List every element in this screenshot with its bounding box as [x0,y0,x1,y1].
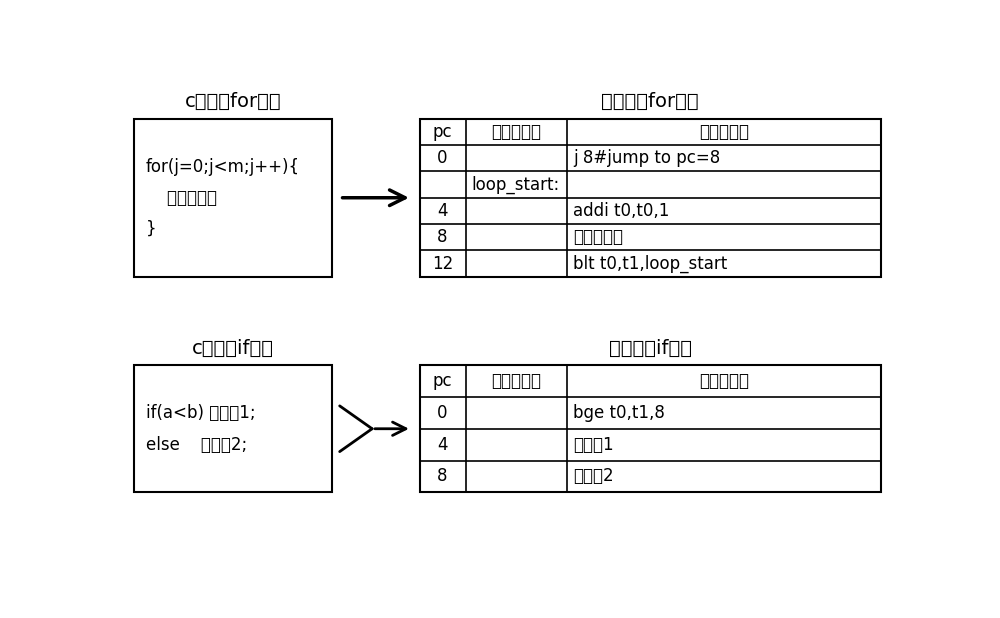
Text: 代码段1: 代码段1 [573,436,614,454]
Text: if(a<b) 代码段1;: if(a<b) 代码段1; [146,404,256,421]
Text: j 8#jump to pc=8: j 8#jump to pc=8 [573,150,721,167]
Text: 反汇编：for循环: 反汇编：for循环 [601,92,699,111]
Text: c代码：for循环: c代码：for循环 [185,92,281,111]
Text: 反汇编标签: 反汇编标签 [491,372,541,390]
Bar [134,119,332,277]
Bar [420,119,881,277]
Text: 反汇编：if结构: 反汇编：if结构 [609,339,692,358]
Text: 4: 4 [437,436,448,454]
Text: blt t0,t1,loop_start: blt t0,t1,loop_start [573,255,728,273]
Text: addi t0,t0,1: addi t0,t0,1 [573,202,670,220]
Text: 8: 8 [437,467,448,485]
Bar [134,365,332,493]
Text: }: } [146,219,157,237]
Text: bge t0,t1,8: bge t0,t1,8 [573,404,665,422]
Text: 0: 0 [437,404,448,422]
Text: loop_start:: loop_start: [472,176,560,193]
Text: for(j=0;j<m;j++){: for(j=0;j<m;j++){ [146,158,300,176]
Bar [420,365,881,493]
Text: pc: pc [433,372,452,390]
Text: 循环体代码: 循环体代码 [573,228,623,246]
Text: 4: 4 [437,202,448,220]
Text: 12: 12 [432,255,453,273]
Text: pc: pc [433,123,452,141]
Text: 8: 8 [437,228,448,246]
Text: 循环体代码: 循环体代码 [146,188,217,207]
Text: 反汇编指令: 反汇编指令 [699,123,749,141]
Text: else    代码段2;: else 代码段2; [146,436,247,454]
Text: 反汇编标签: 反汇编标签 [491,123,541,141]
Text: 0: 0 [437,150,448,167]
Text: c代码：if结构: c代码：if结构 [192,339,274,358]
Text: 反汇编指令: 反汇编指令 [699,372,749,390]
Text: 代码段2: 代码段2 [573,467,614,485]
